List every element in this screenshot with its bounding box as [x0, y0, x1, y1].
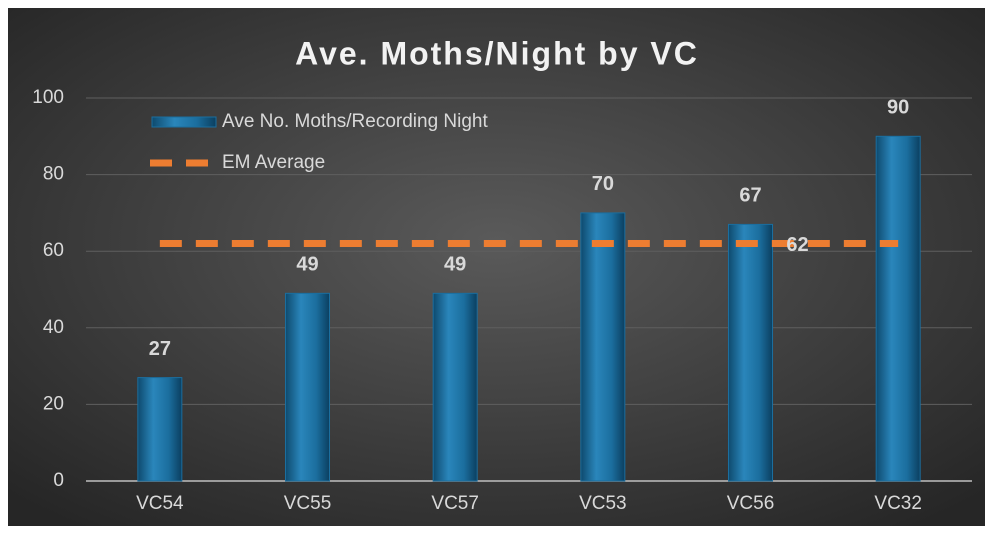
- data-label: 49: [444, 254, 466, 276]
- data-label: 67: [739, 185, 761, 207]
- x-tick-label: VC54: [136, 493, 184, 514]
- bar: [875, 135, 921, 482]
- y-tick-label: 40: [43, 317, 64, 338]
- y-tick-label: 60: [43, 240, 64, 261]
- x-tick-label: VC32: [874, 493, 922, 514]
- x-tick-label: VC57: [431, 493, 479, 514]
- data-label: 27: [149, 338, 171, 360]
- legend-label: Ave No. Moths/Recording Night: [222, 111, 488, 132]
- y-tick-label: 100: [32, 87, 64, 108]
- chart-title: Ave. Moths/Night by VC: [295, 35, 699, 71]
- y-tick-label: 80: [43, 164, 64, 185]
- x-tick-label: VC56: [727, 493, 775, 514]
- legend-swatch: [151, 116, 217, 128]
- y-tick-label: 20: [43, 393, 64, 414]
- bar: [432, 292, 478, 482]
- bar: [580, 212, 626, 482]
- bar: [137, 377, 183, 482]
- data-label: 90: [887, 97, 909, 119]
- x-tick-label: VC55: [284, 493, 332, 514]
- legend-label: EM Average: [222, 152, 325, 173]
- data-label: 70: [592, 173, 614, 195]
- data-label: 49: [296, 254, 318, 276]
- data-label: 62: [786, 234, 808, 256]
- bar: [728, 223, 773, 482]
- bar: [285, 292, 330, 482]
- x-tick-label: VC53: [579, 493, 627, 514]
- y-tick-label: 0: [53, 470, 64, 491]
